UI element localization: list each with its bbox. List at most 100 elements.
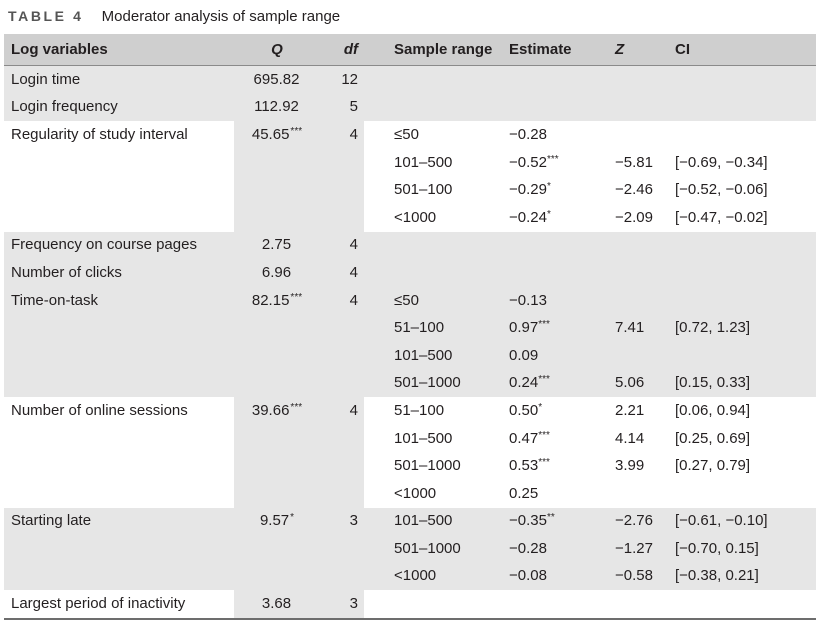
cell-variable <box>4 480 234 508</box>
cell-variable <box>4 535 234 563</box>
cell-variable <box>4 425 234 453</box>
header-estimate: Estimate <box>501 34 601 66</box>
cell-ci: [−0.38, 0.21] <box>667 562 816 591</box>
table-row: 501–1000 0.24*** 5.06 [0.15, 0.33] <box>4 369 816 398</box>
cell-variable <box>4 341 234 370</box>
header-z: Z <box>601 34 667 66</box>
header-ci: CI <box>667 34 816 66</box>
cell-z: −2.76 <box>601 507 667 536</box>
cell-z <box>601 286 667 315</box>
table-row: 101–500 −0.52*** −5.81 [−0.69, −0.34] <box>4 148 816 177</box>
cell-estimate: 0.47*** <box>509 429 550 447</box>
cell-variable: Frequency on course pages <box>4 231 234 260</box>
q-significance: *** <box>290 401 303 413</box>
header-sample-range: Sample range <box>364 34 501 66</box>
cell-estimate: −0.29* <box>509 181 551 199</box>
cell-sample-range <box>364 231 501 260</box>
estimate-significance: *** <box>538 457 550 469</box>
cell-variable <box>4 452 234 480</box>
cell-variable <box>4 314 234 342</box>
table-row: Login time 695.82 12 <box>4 65 816 94</box>
table-row: Number of online sessions 39.66*** 4 51–100… <box>4 397 816 425</box>
estimate-significance: *** <box>538 319 550 331</box>
table-row: Login frequency 112.92 5 <box>4 93 816 122</box>
cell-sample-range: 101–500 <box>394 429 453 447</box>
cell-estimate: 0.24*** <box>501 369 601 398</box>
cell-sample-range: 101–500 <box>394 153 453 171</box>
cell-variable: Regularity of study interval <box>11 125 188 143</box>
table-row: 51–100 0.97*** 7.41 [0.72, 1.23] <box>4 314 816 342</box>
cell-q: 9.57* <box>234 507 320 536</box>
cell-ci <box>667 341 816 370</box>
cell-ci: [0.25, 0.69] <box>675 429 751 447</box>
cell-ci: [−0.69, −0.34] <box>675 153 768 171</box>
cell-q: 112.92 <box>234 93 320 122</box>
cell-df <box>320 176 364 204</box>
estimate-significance: *** <box>538 374 550 386</box>
cell-estimate <box>501 590 601 620</box>
cell-z <box>601 93 667 122</box>
cell-ci <box>667 121 816 149</box>
cell-z <box>601 231 667 260</box>
cell-df <box>320 452 364 480</box>
cell-df <box>320 479 364 508</box>
cell-ci: [−0.61, −0.10] <box>667 507 816 536</box>
cell-variable <box>4 562 234 591</box>
cell-estimate: 0.97*** <box>501 314 601 342</box>
cell-sample-range: 51–100 <box>364 314 501 342</box>
cell-df <box>320 369 364 398</box>
cell-df <box>320 148 364 177</box>
cell-ci: [0.72, 1.23] <box>667 314 816 342</box>
table-row: 501–1000 −0.28 −1.27 [−0.70, 0.15] <box>4 535 816 563</box>
cell-ci <box>667 93 816 122</box>
cell-sample-range: <1000 <box>394 208 437 226</box>
cell-estimate: 0.53*** <box>509 457 550 475</box>
cell-df: 4 <box>320 231 364 260</box>
cell-q <box>234 148 320 177</box>
table-row: Regularity of study interval 45.65*** 4 ≤50… <box>4 121 816 149</box>
cell-ci <box>667 259 816 287</box>
cell-ci: [−0.52, −0.06] <box>675 181 768 199</box>
table-caption: TABLE 4 Moderator analysis of sample ran… <box>8 6 340 26</box>
cell-estimate <box>501 231 601 260</box>
header-q: Q <box>234 34 320 66</box>
cell-df: 3 <box>320 590 364 620</box>
table-row: 501–1000 0.53*** 3.99 [0.27, 0.79] <box>4 452 816 480</box>
header-log-variables: Log variables <box>4 34 234 66</box>
cell-z <box>601 121 667 149</box>
table-row: Starting late 9.57* 3 101–500 −0.35** −2.76 [−… <box>4 507 816 536</box>
cell-z: 2.21 <box>615 401 645 419</box>
cell-ci <box>667 231 816 260</box>
cell-q <box>234 452 320 480</box>
cell-df <box>320 562 364 591</box>
moderator-analysis-table: Log variables Q df Sample range Estimate… <box>4 34 816 620</box>
cell-sample-range: 51–100 <box>394 401 445 419</box>
cell-q <box>234 369 320 398</box>
cell-estimate: −0.13 <box>501 286 601 315</box>
table-number: TABLE 4 <box>8 8 84 24</box>
cell-sample-range <box>364 259 501 287</box>
cell-variable: Login time <box>4 65 234 94</box>
cell-q <box>234 479 320 508</box>
cell-z: 3.99 <box>615 457 645 475</box>
cell-variable: Time-on-task <box>4 286 234 315</box>
cell-sample-range: 101–500 <box>364 341 501 370</box>
cell-estimate: −0.08 <box>501 562 601 591</box>
cell-sample-range: 501–1000 <box>394 457 461 475</box>
cell-q <box>234 176 320 204</box>
cell-variable: Largest period of inactivity <box>4 590 234 620</box>
cell-sample-range <box>364 590 501 620</box>
q-significance: *** <box>290 125 303 137</box>
cell-sample-range: 501–1000 <box>364 369 501 398</box>
cell-z: −5.81 <box>615 153 653 171</box>
cell-ci: [−0.70, 0.15] <box>667 535 816 563</box>
cell-df <box>320 314 364 342</box>
q-significance: *** <box>290 291 303 303</box>
cell-ci: [0.15, 0.33] <box>667 369 816 398</box>
estimate-significance: *** <box>538 429 550 441</box>
cell-estimate <box>501 93 601 122</box>
cell-ci <box>667 480 816 508</box>
cell-q <box>234 424 320 453</box>
cell-estimate: −0.35** <box>501 507 601 536</box>
cell-z: 7.41 <box>601 314 667 342</box>
